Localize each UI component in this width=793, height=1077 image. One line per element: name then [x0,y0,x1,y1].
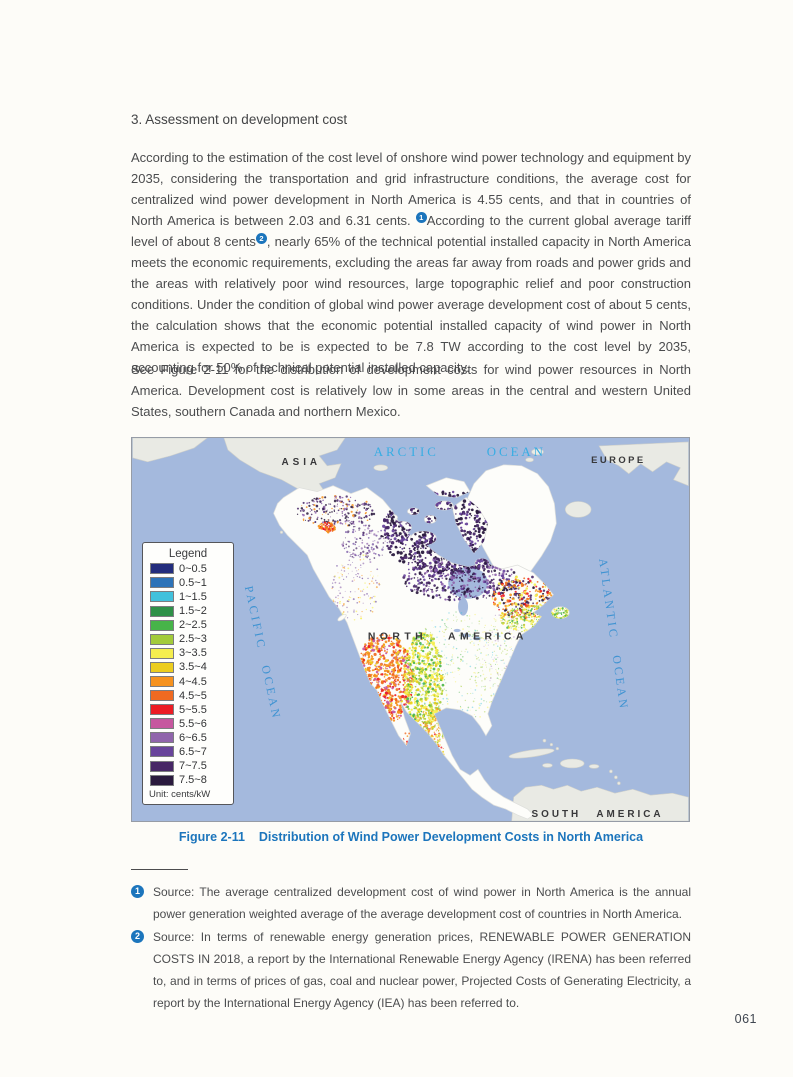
legend-item: 3~3.5 [150,647,233,660]
map-europe-land [598,441,689,487]
legend-swatch [150,760,174,772]
footnote-text: Source: In terms of renewable energy gen… [153,930,691,1010]
legend-item: 5.5~6 [150,718,233,730]
legend-label: 6.5~7 [179,745,207,758]
legend-swatch [150,661,174,673]
figure-caption: Figure 2-11 Distribution of Wind Power De… [131,830,691,844]
legend-label: 3~3.5 [179,647,207,660]
map-greenland [465,464,557,589]
legend-label: 0~0.5 [179,562,207,575]
legend-swatch [150,591,174,603]
footnote: 2 Source: In terms of renewable energy g… [131,926,691,1014]
footnote-ref-2: 2 [255,233,267,245]
legend-swatch [150,647,174,659]
legend-label: 6~6.5 [179,731,207,744]
label-south-america: SOUTH AMERICA [532,809,664,820]
legend-item: 7.5~8 [150,774,233,786]
legend-swatch [150,563,174,575]
para1-seg1: According to the estimation of the cost … [131,150,691,228]
section-heading: 3. Assessment on development cost [131,112,348,127]
legend-label: 1~1.5 [179,590,207,603]
figure-map: ASIA EUROPE ARCTIC OCEAN NORTH AMERICA S… [131,437,690,822]
legend-swatch [150,605,174,617]
legend-item: 1.5~2 [150,605,233,617]
legend-label: 4.5~5 [179,689,207,702]
legend-swatch [150,690,174,702]
footnote-ref-1: 1 [415,212,427,224]
legend-swatch [150,718,174,730]
legend-label: 3.5~4 [179,661,207,674]
legend-item: 6~6.5 [150,732,233,744]
legend-label: 5.5~6 [179,717,207,730]
label-europe: EUROPE [591,454,646,465]
legend-unit: Unit: cents/kW [149,788,211,800]
page-number: 061 [734,1012,757,1026]
legend-swatch [150,633,174,645]
legend-label: 2.5~3 [179,633,207,646]
map-south-america-land [511,784,689,821]
legend-swatch [150,774,174,786]
map-cuba [508,748,555,759]
footnotes: 1 Source: The average centralized develo… [131,881,691,1015]
map-svg: ASIA EUROPE ARCTIC OCEAN NORTH AMERICA S… [132,438,689,821]
legend-item: 4.5~5 [150,690,233,702]
legend-item: 2~2.5 [150,619,233,631]
legend-item: 3.5~4 [150,661,233,674]
figure-caption-label: Figure 2-11 [178,830,245,844]
legend-label: 2~2.5 [179,619,207,632]
legend-label: 0.5~1 [179,576,207,589]
legend-label: 5~5.5 [179,703,207,716]
map-iceland [564,501,592,518]
legend-swatch [150,746,174,758]
label-arctic-ocean: ARCTIC OCEAN [374,445,546,459]
legend-item: 5~5.5 [150,704,233,716]
legend-swatch [150,732,174,744]
legend-label: 1.5~2 [179,605,207,618]
label-north-america: NORTH AMERICA [368,631,528,642]
legend-swatch [150,676,174,687]
legend-swatch [150,577,174,589]
legend-item: 0~0.5 [150,563,233,575]
legend-item: 1~1.5 [150,591,233,603]
para1-seg3: , nearly 65% of the technical potential … [131,234,691,375]
legend-item: 2.5~3 [150,633,233,645]
paragraph-2: See Figure 2-11 for the distribution of … [131,362,691,419]
legend-title: Legend [168,548,208,560]
legend-label: 7~7.5 [179,760,207,773]
para1-seg2: According to the current global average … [131,213,691,249]
legend-rows: 0~0.5 0.5~1 1~1.5 1.5~2 2~2.5 2.5~3 3~3.… [143,563,233,786]
legend-item: 6.5~7 [150,746,233,758]
legend-swatch [150,704,174,716]
figure-caption-title: Distribution of Wind Power Development C… [258,830,644,844]
footnote-text: Source: The average centralized developm… [153,885,691,921]
map-legend: Legend 0~0.5 0.5~1 1~1.5 1.5~2 2~2.5 2.5… [142,542,234,805]
legend-item: 4~4.5 [150,676,233,688]
legend-item: 7~7.5 [150,760,233,772]
paragraph-1: According to the estimation of the cost … [131,147,691,378]
footnote-marker: 1 [131,885,144,898]
legend-swatch [150,619,174,631]
footnote-marker: 2 [131,930,144,943]
label-asia: ASIA [282,457,322,468]
footnote-divider [131,869,188,870]
legend-label: 4~4.5 [179,675,207,688]
legend-item: 0.5~1 [150,577,233,589]
footnote: 1 Source: The average centralized develo… [131,881,691,925]
legend-label: 7.5~8 [179,774,207,787]
